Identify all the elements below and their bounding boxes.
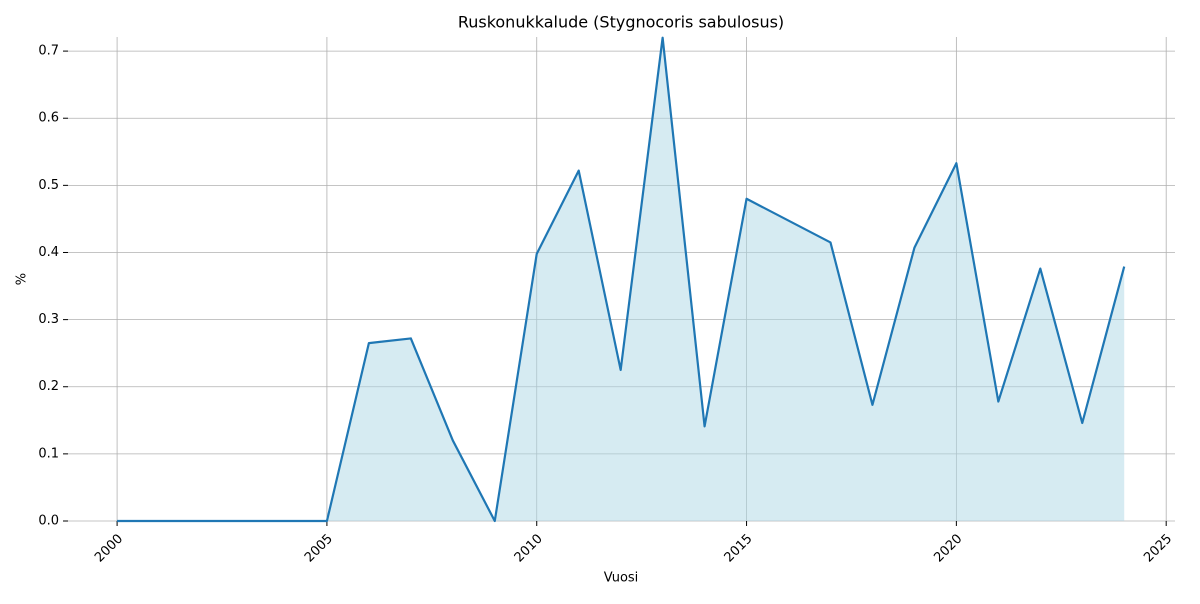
area bbox=[117, 37, 1125, 521]
x-tick-label: 2000 bbox=[92, 531, 126, 565]
x-tick-label: 2025 bbox=[1141, 531, 1175, 565]
x-tick-label: 2020 bbox=[931, 531, 965, 565]
x-tick-label: 2010 bbox=[512, 531, 546, 565]
chart-title: Ruskonukkalude (Stygnocoris sabulosus) bbox=[458, 13, 784, 32]
y-tick-label: 0.0 bbox=[38, 514, 59, 529]
line bbox=[117, 36, 1126, 523]
y-tick-label: 0.7 bbox=[38, 44, 59, 59]
x-tick-label: 2005 bbox=[302, 531, 336, 565]
y-tick-label: 0.4 bbox=[38, 245, 59, 260]
y-tick-label: 0.3 bbox=[38, 312, 59, 327]
y-tick-label: 0.2 bbox=[38, 379, 59, 394]
y-tick-label: 0.6 bbox=[38, 111, 59, 126]
y-tick-label: 0.1 bbox=[38, 446, 59, 461]
y-tick-label: 0.5 bbox=[38, 178, 59, 193]
x-axis-label: Vuosi bbox=[604, 571, 639, 586]
x-tick-label: 2015 bbox=[722, 531, 756, 565]
y-axis-label: % bbox=[15, 273, 30, 285]
